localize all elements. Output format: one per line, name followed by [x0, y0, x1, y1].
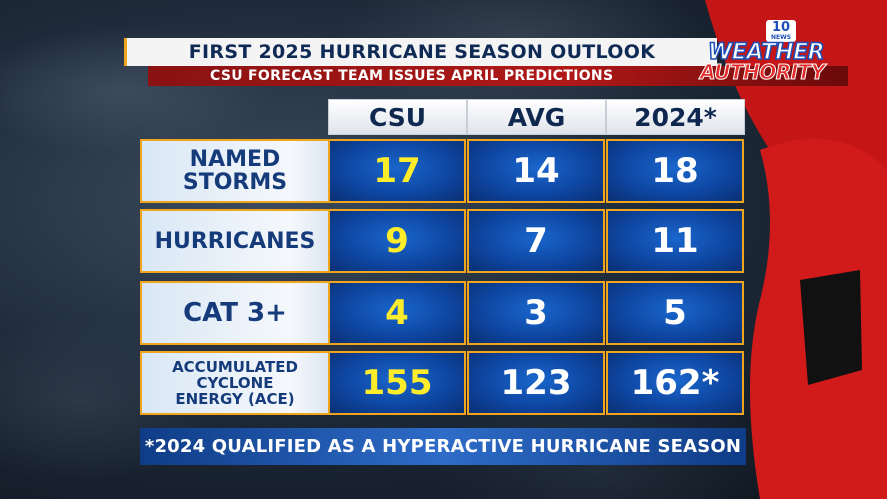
- value-2024: 5: [606, 281, 744, 345]
- row-label-line: STORMS: [182, 170, 288, 195]
- logo-word-authority: AUTHORITY: [700, 60, 826, 85]
- value-csu: 17: [328, 139, 466, 203]
- table-row-hurricanes: HURRICANES 9 7 11: [140, 209, 746, 273]
- row-label: HURRICANES: [140, 209, 328, 273]
- flag-black-square: [800, 270, 862, 385]
- value-2024: 162*: [606, 351, 744, 415]
- row-label: CAT 3+: [140, 281, 328, 345]
- row-label-line: ENERGY (ACE): [175, 390, 295, 408]
- value-avg: 123: [467, 351, 605, 415]
- subtitle-bar: CSU FORECAST TEAM ISSUES APRIL PREDICTIO…: [148, 66, 848, 86]
- table-row-named-storms: NAMED STORMS 17 14 18: [140, 139, 746, 203]
- page-title: FIRST 2025 HURRICANE SEASON OUTLOOK: [188, 41, 656, 63]
- value-avg: 14: [467, 139, 605, 203]
- table-row-cat3: CAT 3+ 4 3 5: [140, 281, 746, 345]
- value-avg: 3: [467, 281, 605, 345]
- value-csu: 155: [328, 351, 466, 415]
- row-label-line: CAT 3+: [183, 297, 287, 328]
- weather-authority-logo: 10 NEWS WEATHER AUTHORITY: [700, 20, 870, 90]
- value-2024: 11: [606, 209, 744, 273]
- footnote-bar: *2024 QUALIFIED AS A HYPERACTIVE HURRICA…: [140, 428, 746, 465]
- row-label-line: ACCUMULATED: [172, 358, 298, 376]
- value-csu: 9: [328, 209, 466, 273]
- column-header-avg: AVG: [467, 99, 606, 135]
- table-row-ace: ACCUMULATED CYCLONE ENERGY (ACE) 155 123…: [140, 351, 746, 415]
- value-csu: 4: [328, 281, 466, 345]
- page-subtitle: CSU FORECAST TEAM ISSUES APRIL PREDICTIO…: [210, 68, 614, 84]
- row-label: NAMED STORMS: [140, 139, 328, 203]
- value-avg: 7: [467, 209, 605, 273]
- column-header-2024: 2024*: [606, 99, 745, 135]
- row-label-line: HURRICANES: [154, 228, 316, 254]
- badge-text: NEWS: [770, 33, 792, 41]
- column-header-csu: CSU: [328, 99, 467, 135]
- row-label: ACCUMULATED CYCLONE ENERGY (ACE): [140, 351, 328, 415]
- title-bar: FIRST 2025 HURRICANE SEASON OUTLOOK: [124, 38, 717, 66]
- value-2024: 18: [606, 139, 744, 203]
- row-label-line: NAMED: [189, 147, 281, 172]
- logo-word-weather: WEATHER: [707, 39, 825, 66]
- badge-number: 10: [771, 19, 791, 35]
- news-badge: 10 NEWS: [766, 20, 796, 42]
- row-label-line: CYCLONE: [196, 374, 274, 392]
